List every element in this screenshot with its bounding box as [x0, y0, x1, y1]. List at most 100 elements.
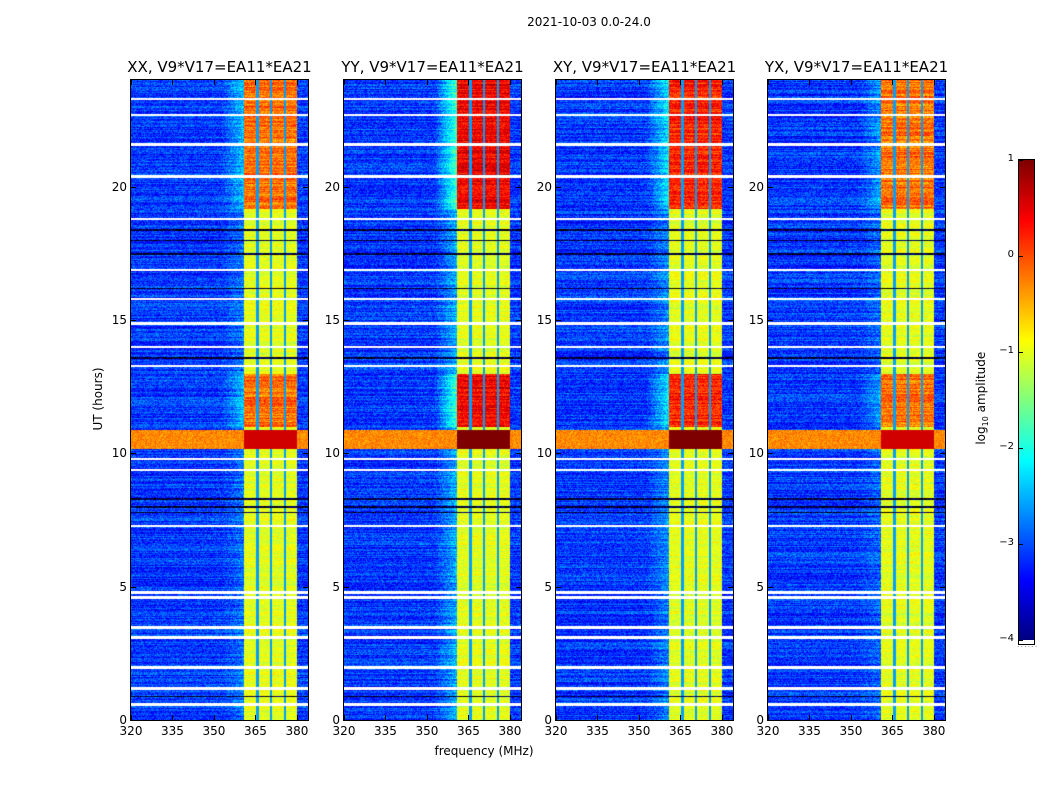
y-tick — [344, 186, 349, 188]
colorbar-tick — [1019, 640, 1023, 641]
y-tick — [768, 720, 773, 721]
y-tick — [728, 720, 733, 721]
x-tick — [850, 715, 852, 720]
y-tick — [768, 320, 773, 321]
colorbar-label-sub: 10 — [981, 416, 991, 427]
y-tick-label: 20 — [536, 179, 552, 194]
colorbar-tick — [1019, 256, 1023, 257]
y-tick-label: 0 — [544, 713, 552, 727]
colorbar-gradient — [1019, 160, 1034, 640]
x-tick — [638, 80, 640, 85]
y-tick — [131, 186, 136, 188]
x-tick-label: 365 — [669, 724, 692, 738]
colorbar-label-log: log — [973, 426, 988, 445]
x-tick-label: 350 — [415, 724, 439, 738]
x-tick-label: 335 — [586, 724, 609, 738]
y-tick — [344, 720, 349, 721]
y-tick-label: 10 — [111, 446, 127, 461]
colorbar-label: log10 amplitude — [974, 338, 990, 458]
colorbar — [1018, 159, 1035, 645]
x-tick — [809, 715, 811, 720]
x-tick-label: 350 — [839, 724, 863, 738]
x-tick — [768, 80, 769, 85]
y-tick — [516, 720, 521, 721]
y-tick-label: 5 — [332, 579, 340, 594]
y-tick — [940, 320, 945, 321]
y-tick — [728, 186, 733, 188]
y-tick — [556, 720, 561, 721]
y-tick — [303, 186, 308, 188]
y-tick-label: 5 — [756, 579, 764, 594]
x-tick — [933, 715, 935, 720]
y-tick — [556, 320, 561, 321]
heatmap-panel — [343, 79, 522, 721]
heatmap-image — [344, 80, 521, 720]
x-tick — [933, 80, 935, 85]
y-tick — [728, 453, 733, 455]
y-tick-label: 10 — [536, 446, 552, 461]
y-tick-label: 15 — [748, 313, 764, 327]
x-tick-label: 320 — [119, 724, 143, 738]
heatmap-image — [768, 80, 945, 720]
y-tick — [303, 586, 308, 588]
x-tick-label: 335 — [798, 724, 821, 738]
x-tick-label: 365 — [244, 724, 267, 738]
colorbar-tick-label: −4 — [999, 633, 1014, 644]
x-tick-label: 320 — [756, 724, 780, 738]
heatmap-image — [556, 80, 733, 720]
x-tick — [638, 715, 640, 720]
y-tick — [556, 453, 561, 455]
colorbar-extra: ...... — [1017, 640, 1039, 649]
heatmap-panel — [767, 79, 946, 721]
heatmap-panel — [555, 79, 734, 721]
x-tick — [385, 80, 387, 85]
x-tick — [131, 80, 132, 85]
colorbar-tick-label: −3 — [999, 537, 1014, 548]
heatmap-panel — [130, 79, 309, 721]
y-tick — [131, 586, 136, 588]
x-tick — [255, 80, 257, 85]
x-tick — [680, 80, 682, 85]
x-tick — [597, 715, 599, 720]
y-tick-label: 15 — [324, 313, 340, 327]
y-tick — [131, 320, 136, 321]
y-tick — [940, 453, 945, 455]
y-tick — [131, 720, 136, 721]
y-tick — [768, 453, 773, 455]
x-tick — [296, 80, 298, 85]
figure-title: 2021-10-03 0.0-24.0 — [527, 15, 651, 29]
x-tick — [344, 715, 345, 720]
x-tick — [344, 80, 345, 85]
y-tick — [728, 586, 733, 588]
y-tick — [768, 186, 773, 188]
y-tick — [556, 586, 561, 588]
x-tick — [892, 80, 894, 85]
x-tick-label: 350 — [627, 724, 651, 738]
colorbar-tick-label: −2 — [999, 441, 1014, 452]
panel-title: YX, V9*V17=EA11*EA21 — [764, 58, 949, 76]
colorbar-tick-label: 0 — [1007, 249, 1014, 260]
x-tick — [768, 715, 769, 720]
x-tick — [131, 715, 132, 720]
colorbar-label-rest: amplitude — [973, 351, 988, 417]
colorbar-tick-label: −1 — [999, 345, 1014, 356]
y-tick-label: 20 — [748, 179, 764, 194]
x-tick-label: 350 — [202, 724, 226, 738]
panel-title: XX, V9*V17=EA11*EA21 — [127, 58, 312, 76]
x-tick — [597, 80, 599, 85]
y-tick-label: 15 — [536, 313, 552, 327]
x-tick — [468, 715, 470, 720]
x-tick — [468, 80, 470, 85]
x-tick — [385, 715, 387, 720]
x-tick — [213, 80, 215, 85]
y-tick — [768, 586, 773, 588]
y-tick-label: 10 — [324, 446, 340, 461]
y-tick — [303, 320, 308, 321]
x-tick-label: 380 — [710, 724, 734, 738]
x-tick — [680, 715, 682, 720]
y-tick-label: 0 — [756, 713, 764, 727]
x-tick — [850, 80, 852, 85]
x-tick-label: 320 — [332, 724, 356, 738]
y-tick-label: 20 — [324, 179, 340, 194]
x-axis-label: frequency (MHz) — [434, 744, 534, 758]
